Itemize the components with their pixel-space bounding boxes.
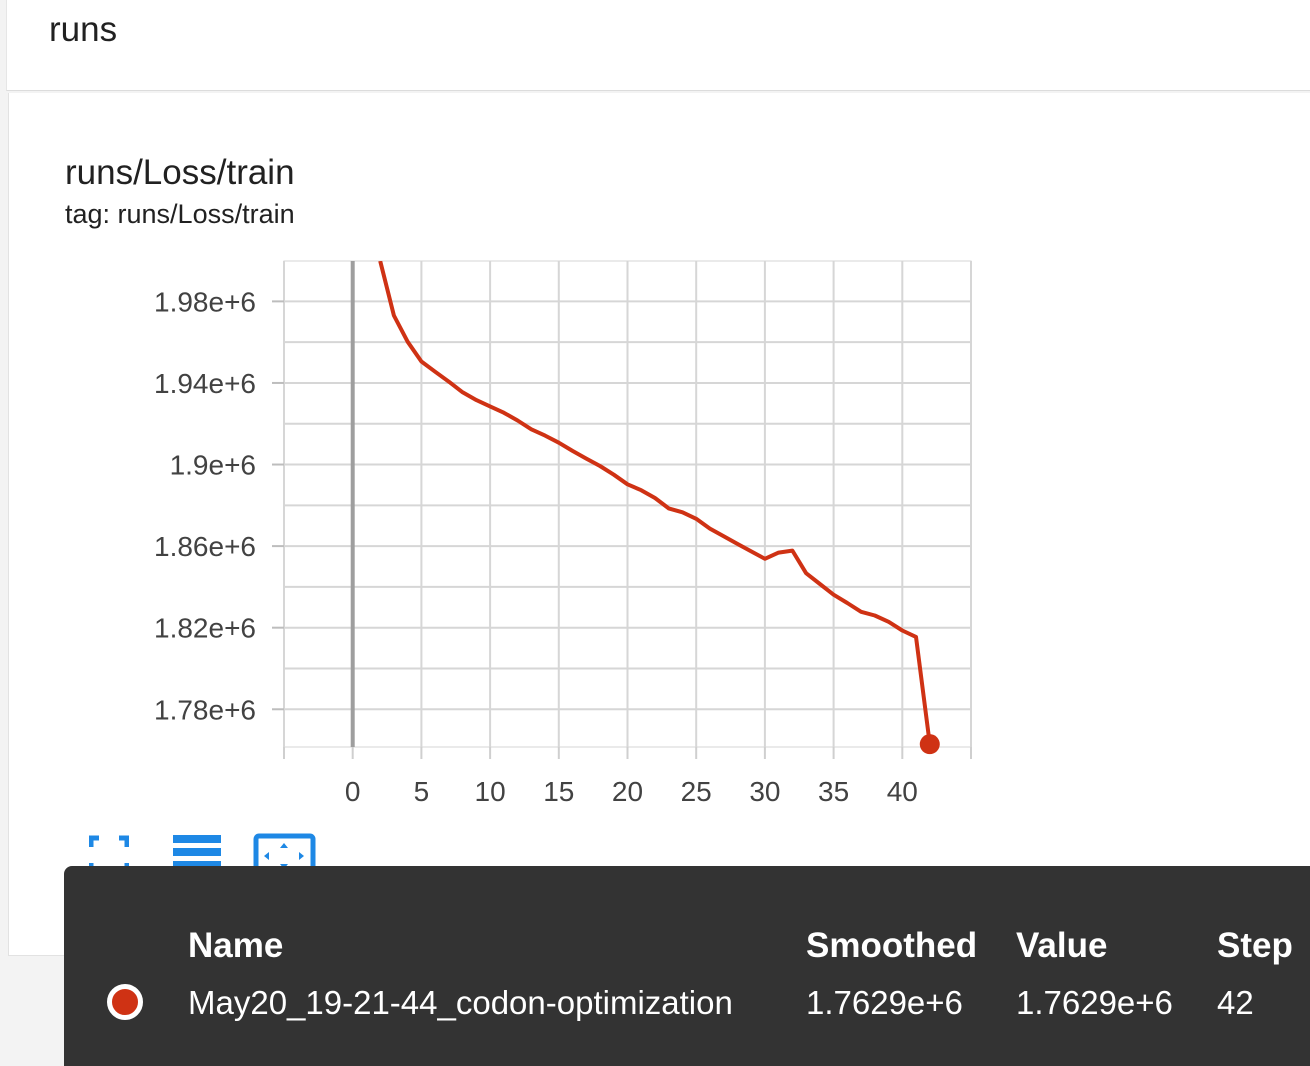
chart-series xyxy=(378,261,940,755)
card-title: runs/Loss/train xyxy=(65,153,295,192)
x-tick-label: 40 xyxy=(887,776,918,807)
tooltip-step-value: 42 xyxy=(1217,984,1254,1021)
y-tick-label: 1.82e+6 xyxy=(154,613,256,644)
y-tick-label: 1.9e+6 xyxy=(170,450,256,481)
run-color-dot xyxy=(107,984,143,1020)
x-tick-label: 0 xyxy=(345,776,361,807)
runs-header: runs xyxy=(6,0,1310,91)
card-subtitle: tag: runs/Loss/train xyxy=(65,199,295,229)
x-tick-label: 35 xyxy=(818,776,849,807)
scalar-card: runs/Loss/train tag: runs/Loss/train 1.7… xyxy=(8,93,1310,956)
tooltip-header-smoothed: Smoothed xyxy=(806,926,978,965)
x-tick-label: 5 xyxy=(414,776,430,807)
x-tick-label: 30 xyxy=(749,776,780,807)
x-tick-label: 20 xyxy=(612,776,643,807)
y-tick-label: 1.94e+6 xyxy=(154,368,256,399)
chart-tooltip: Name Smoothed Value Step May20_19-21-44_… xyxy=(64,866,1310,1066)
x-axis: 0 5 10 15 20 25 30 35 40 xyxy=(283,747,972,807)
line-chart[interactable]: 1.78e+6 1.82e+6 1.86e+6 1.9e+6 1.94e+6 1.98e+… xyxy=(9,93,1310,833)
y-tick-label: 1.86e+6 xyxy=(154,531,256,562)
hover-point-marker xyxy=(919,734,940,755)
y-tick-label: 1.78e+6 xyxy=(154,694,256,725)
series-line xyxy=(378,261,932,745)
y-tick-label: 1.98e+6 xyxy=(154,286,256,317)
x-tick-label: 15 xyxy=(543,776,574,807)
header-title: runs xyxy=(49,10,118,49)
tooltip-header-value: Value xyxy=(1016,926,1108,965)
x-tick-label: 10 xyxy=(475,776,506,807)
tooltip-raw-value: 1.7629e+6 xyxy=(1016,984,1173,1021)
tooltip-header-name: Name xyxy=(188,926,284,965)
tooltip-run-name: May20_19-21-44_codon-optimization xyxy=(188,984,733,1021)
x-tick-label: 25 xyxy=(681,776,712,807)
tooltip-smoothed-value: 1.7629e+6 xyxy=(806,984,963,1021)
chart-grid xyxy=(283,260,972,748)
tooltip-header-step: Step xyxy=(1217,926,1293,965)
y-axis: 1.78e+6 1.82e+6 1.86e+6 1.9e+6 1.94e+6 1.98e+… xyxy=(154,286,284,725)
